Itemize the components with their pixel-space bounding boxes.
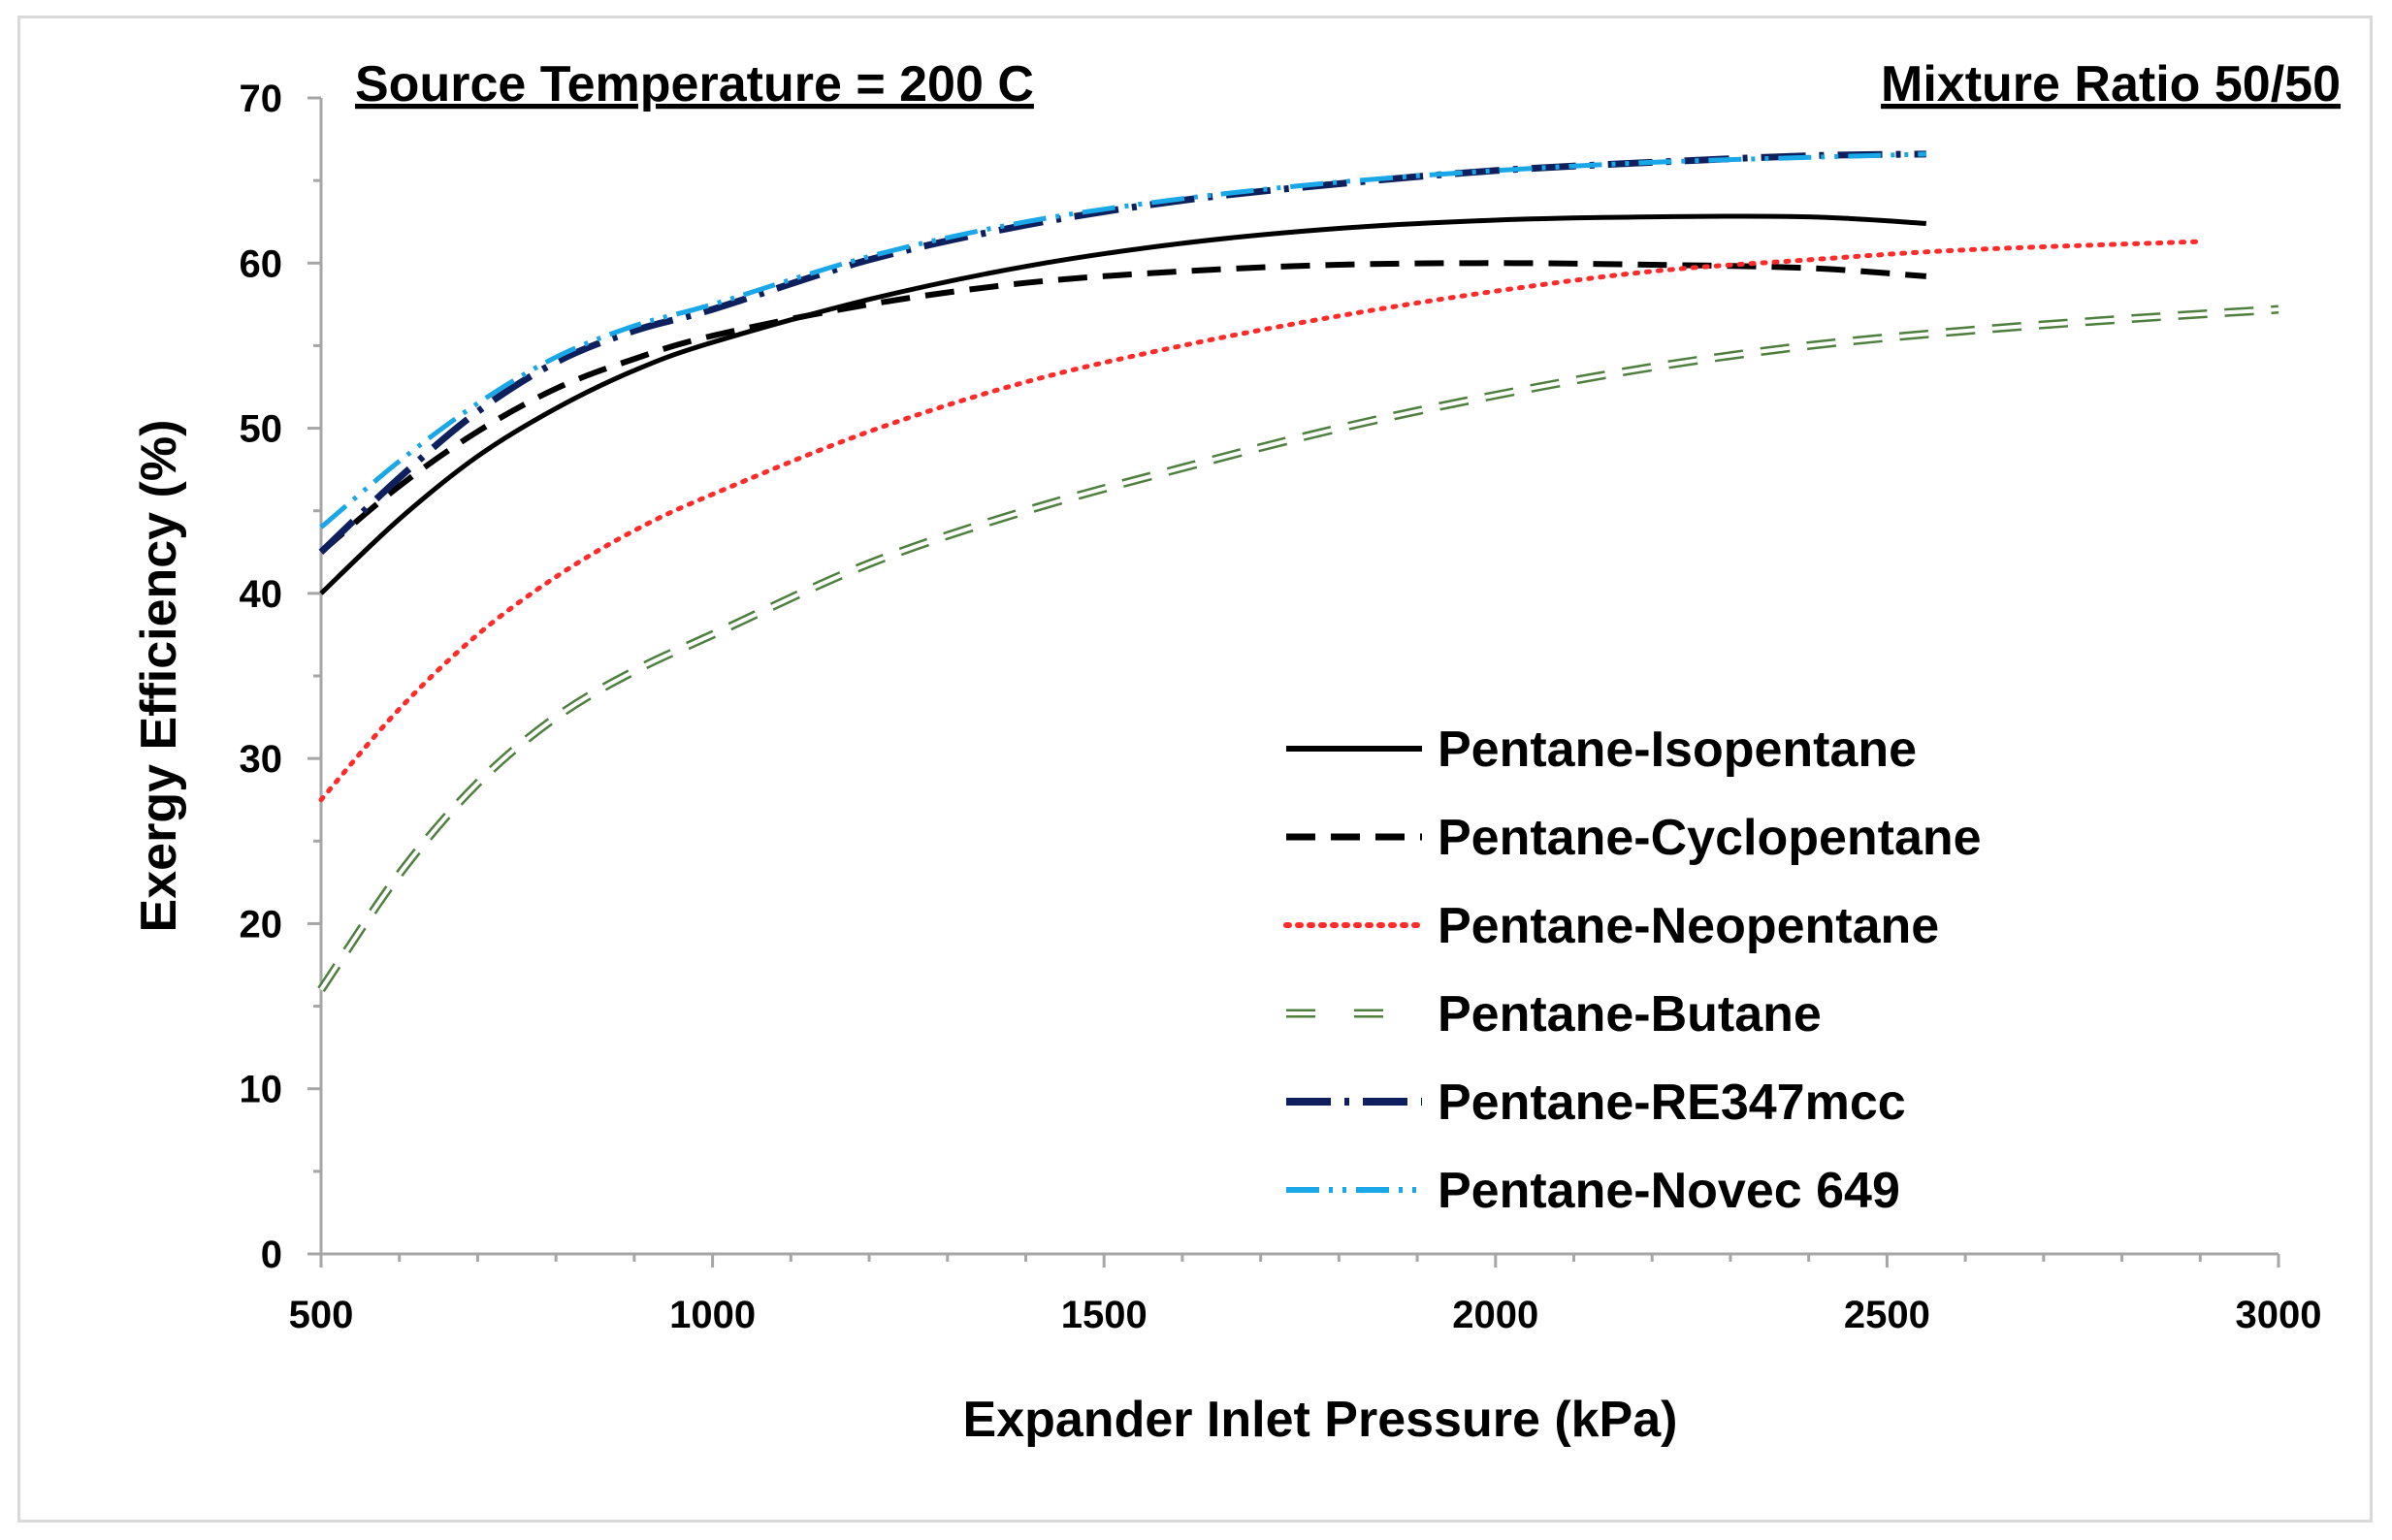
y-tick-label: 70 xyxy=(240,78,283,120)
y-tick-label: 10 xyxy=(240,1069,283,1111)
x-axis-title: Expander Inlet Pressure (kPa) xyxy=(963,1392,1678,1448)
legend-label-pentane-novec-649: Pentane-Novec 649 xyxy=(1438,1163,1900,1219)
y-tick-label: 40 xyxy=(240,573,283,616)
series-line-pentane-neopentane xyxy=(318,239,2203,803)
chart-frame: Source Temperature = 200 C Mixture Ratio… xyxy=(17,16,2373,1523)
legend-label-pentane-isopentane: Pentane-Isopentane xyxy=(1438,722,1917,778)
x-tick-label: 1500 xyxy=(1061,1294,1148,1336)
y-tick-label: 0 xyxy=(261,1234,282,1276)
series-line-pentane-butane xyxy=(317,305,2279,993)
series-layer xyxy=(317,150,2279,993)
y-tick-label: 20 xyxy=(240,903,283,946)
y-tick-label: 60 xyxy=(240,242,283,285)
y-axis-title: Exergy Efficiency (%) xyxy=(131,420,187,933)
series-line-pentane-butane-outline xyxy=(317,305,2279,993)
legend-label-pentane-cyclopentane: Pentane-Cyclopentane xyxy=(1438,810,1982,866)
y-tick-label: 30 xyxy=(240,738,283,781)
axes xyxy=(319,98,2279,1256)
annotation-mixture-ratio: Mixture Ratio 50/50 xyxy=(1881,56,2341,112)
annotation-source-temperature: Source Temperature = 200 C xyxy=(355,56,1034,112)
series-line-pentane-isopentane xyxy=(319,213,1926,595)
x-tick-label: 500 xyxy=(289,1294,354,1336)
y-tick-label: 50 xyxy=(240,408,283,451)
ticks: 0 10 20 30 40 50 60 70 500 1000 1500 2000 2500 3000 xyxy=(240,78,2322,1336)
x-tick-label: 2000 xyxy=(1452,1294,1538,1336)
series-line-pentane-novec-649 xyxy=(319,151,1926,529)
x-tick-label: 3000 xyxy=(2236,1294,2322,1336)
chart-canvas: Source Temperature = 200 C Mixture Ratio… xyxy=(131,56,2341,1448)
legend: Pentane-Isopentane Pentane-Cyclopentane Pe… xyxy=(1283,722,1982,1219)
legend-label-pentane-butane: Pentane-Butane xyxy=(1438,986,1822,1043)
series-line-pentane-butane-inner xyxy=(319,307,2279,991)
x-tick-label: 1000 xyxy=(669,1294,756,1336)
x-tick-label: 2500 xyxy=(1844,1294,1930,1336)
legend-label-pentane-neopentane: Pentane-Neopentane xyxy=(1438,898,1939,954)
series-line-pentane-cyclopentane xyxy=(319,260,1927,555)
legend-label-pentane-re347mcc: Pentane-RE347mcc xyxy=(1438,1075,1906,1131)
